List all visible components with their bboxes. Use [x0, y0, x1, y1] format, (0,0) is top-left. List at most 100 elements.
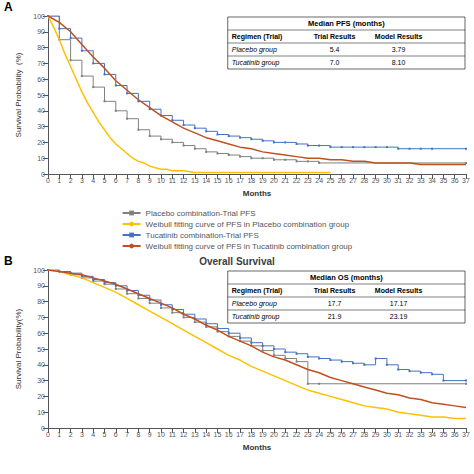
svg-text:10: 10 — [157, 431, 165, 438]
svg-text:Regimen (Trial): Regimen (Trial) — [232, 33, 283, 41]
svg-text:2: 2 — [69, 177, 73, 184]
svg-text:0: 0 — [46, 431, 50, 438]
svg-text:Median PFS (months): Median PFS (months) — [308, 19, 385, 28]
svg-text:13: 13 — [191, 431, 199, 438]
svg-text:15: 15 — [214, 177, 222, 184]
svg-text:30: 30 — [37, 377, 45, 384]
svg-text:23: 23 — [304, 177, 312, 184]
svg-text:Model Results: Model Results — [375, 287, 423, 294]
svg-text:70: 70 — [37, 60, 45, 67]
svg-text:26: 26 — [338, 431, 346, 438]
svg-text:Trial Results: Trial Results — [314, 287, 356, 294]
svg-text:12: 12 — [180, 431, 188, 438]
svg-text:31: 31 — [394, 431, 402, 438]
svg-text:0: 0 — [46, 177, 50, 184]
svg-text:16: 16 — [225, 431, 233, 438]
svg-text:3.79: 3.79 — [392, 46, 406, 53]
svg-text:34: 34 — [428, 431, 436, 438]
svg-text:Placebo group: Placebo group — [232, 300, 277, 308]
svg-text:40: 40 — [37, 107, 45, 114]
svg-text:7.0: 7.0 — [330, 59, 340, 66]
svg-text:21: 21 — [281, 177, 289, 184]
svg-text:20: 20 — [270, 177, 278, 184]
svg-text:80: 80 — [37, 44, 45, 51]
svg-text:Placebo combination-Trial PFS: Placebo combination-Trial PFS — [146, 209, 256, 218]
svg-text:Months: Months — [243, 189, 272, 198]
svg-text:14: 14 — [202, 431, 210, 438]
svg-text:Overall Survival: Overall Survival — [199, 256, 275, 267]
svg-text:15: 15 — [214, 431, 222, 438]
svg-text:70: 70 — [37, 314, 45, 321]
svg-text:80: 80 — [37, 298, 45, 305]
svg-text:Tucatinib group: Tucatinib group — [232, 313, 280, 321]
svg-text:21.9: 21.9 — [328, 313, 342, 320]
svg-text:35: 35 — [440, 431, 448, 438]
svg-text:5: 5 — [103, 431, 107, 438]
svg-text:25: 25 — [327, 431, 335, 438]
svg-text:21: 21 — [281, 431, 289, 438]
svg-text:27: 27 — [349, 431, 357, 438]
svg-text:5.4: 5.4 — [330, 46, 340, 53]
svg-text:10: 10 — [37, 409, 45, 416]
svg-text:1: 1 — [57, 177, 61, 184]
svg-text:B: B — [4, 254, 13, 268]
svg-text:18: 18 — [247, 431, 255, 438]
svg-text:28: 28 — [360, 177, 368, 184]
svg-text:30: 30 — [383, 431, 391, 438]
svg-text:11: 11 — [169, 177, 176, 184]
svg-text:8: 8 — [136, 431, 140, 438]
svg-text:36: 36 — [451, 177, 459, 184]
svg-text:27: 27 — [349, 177, 357, 184]
svg-text:23: 23 — [304, 431, 312, 438]
svg-text:16: 16 — [225, 177, 233, 184]
svg-text:24: 24 — [315, 431, 323, 438]
svg-text:22: 22 — [293, 177, 301, 184]
svg-text:17.7: 17.7 — [328, 300, 342, 307]
svg-text:90: 90 — [37, 282, 45, 289]
svg-text:24: 24 — [315, 177, 323, 184]
svg-text:10: 10 — [37, 155, 45, 162]
svg-text:8: 8 — [136, 177, 140, 184]
svg-text:35: 35 — [440, 177, 448, 184]
svg-text:Regimen (Trial): Regimen (Trial) — [232, 287, 283, 295]
svg-text:Trial Results: Trial Results — [314, 33, 356, 40]
svg-text:19: 19 — [259, 431, 267, 438]
svg-text:100: 100 — [33, 267, 45, 274]
svg-text:32: 32 — [406, 177, 414, 184]
svg-text:12: 12 — [180, 177, 188, 184]
svg-text:20: 20 — [270, 431, 278, 438]
svg-text:20: 20 — [37, 139, 45, 146]
svg-text:18: 18 — [247, 177, 255, 184]
svg-text:1: 1 — [57, 431, 61, 438]
svg-text:33: 33 — [417, 177, 425, 184]
svg-text:50: 50 — [37, 92, 45, 99]
svg-text:30: 30 — [37, 123, 45, 130]
svg-text:60: 60 — [37, 330, 45, 337]
svg-text:Placebo group: Placebo group — [232, 46, 277, 54]
svg-text:50: 50 — [37, 346, 45, 353]
svg-text:6: 6 — [114, 177, 118, 184]
svg-text:100: 100 — [33, 13, 45, 20]
svg-text:9: 9 — [148, 431, 152, 438]
svg-text:31: 31 — [394, 177, 402, 184]
svg-text:3: 3 — [80, 177, 84, 184]
svg-text:Median OS (months): Median OS (months) — [310, 273, 383, 282]
svg-text:26: 26 — [338, 177, 346, 184]
svg-text:7: 7 — [125, 177, 129, 184]
svg-text:5: 5 — [103, 177, 107, 184]
svg-text:Tucatinib group: Tucatinib group — [232, 59, 280, 67]
svg-text:Months: Months — [243, 443, 272, 452]
svg-text:6: 6 — [114, 431, 118, 438]
svg-text:22: 22 — [293, 431, 301, 438]
svg-text:A: A — [4, 0, 13, 14]
svg-text:14: 14 — [202, 177, 210, 184]
svg-text:10: 10 — [157, 177, 165, 184]
svg-text:90: 90 — [37, 28, 45, 35]
svg-text:4: 4 — [91, 177, 95, 184]
svg-text:9: 9 — [148, 177, 152, 184]
svg-text:8.10: 8.10 — [392, 59, 406, 66]
svg-text:19: 19 — [259, 177, 267, 184]
svg-text:17: 17 — [236, 177, 244, 184]
svg-text:0: 0 — [41, 425, 45, 432]
svg-text:13: 13 — [191, 177, 199, 184]
